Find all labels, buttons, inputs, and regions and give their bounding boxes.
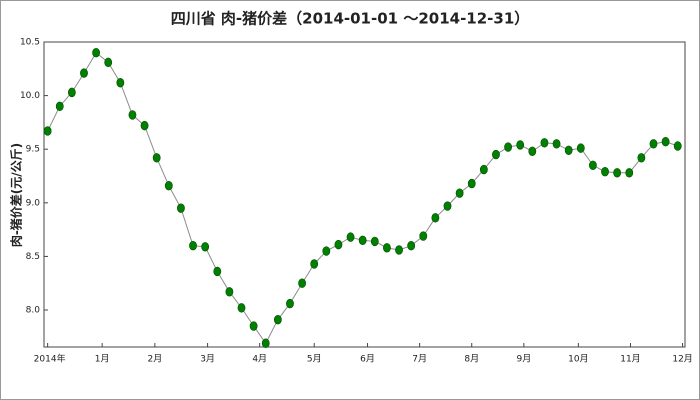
data-point — [637, 153, 646, 163]
x-tick-label: 12月 — [672, 354, 692, 365]
data-point — [80, 68, 88, 78]
x-tick-label: 11月 — [620, 354, 640, 365]
y-axis-label: 肉-猪价差(元/公斤) — [9, 143, 24, 247]
data-point — [286, 298, 294, 309]
x-tick-label: 3月 — [200, 354, 215, 365]
data-point — [92, 48, 101, 58]
data-point — [298, 278, 306, 288]
data-point — [443, 201, 452, 211]
data-point — [540, 138, 549, 148]
data-point — [601, 167, 609, 177]
data-point — [225, 287, 234, 297]
chart-title: 四川省 肉-猪价差（2014-01-01 ～2014-12-31） — [171, 10, 530, 28]
data-point — [589, 160, 597, 170]
x-tick-label: 9月 — [516, 354, 531, 365]
data-point — [552, 139, 561, 149]
x-tick-label: 10月 — [568, 354, 588, 365]
data-point — [516, 140, 525, 150]
data-point — [407, 240, 416, 251]
data-point — [213, 266, 222, 277]
data-point — [673, 141, 682, 151]
data-point — [189, 240, 197, 251]
data-point — [564, 145, 573, 155]
data-point — [479, 164, 488, 175]
data-point — [419, 231, 428, 241]
data-point — [455, 188, 464, 198]
data-point — [261, 338, 270, 348]
data-point — [177, 203, 185, 213]
data-point — [201, 242, 210, 252]
data-point — [152, 153, 161, 163]
data-point — [322, 246, 331, 256]
data-point — [661, 137, 670, 147]
data-point — [43, 126, 52, 136]
data-point — [613, 168, 622, 178]
data-point — [625, 168, 634, 178]
data-point — [383, 243, 391, 253]
data-point — [504, 142, 512, 152]
data-point — [116, 78, 125, 88]
data-point — [358, 235, 367, 246]
x-tick-label: 6月 — [360, 354, 375, 365]
x-tick-label: 4月 — [252, 354, 267, 365]
x-tick-label: 1月 — [95, 354, 110, 365]
data-point — [249, 321, 258, 331]
y-tick-label: 8.5 — [26, 252, 40, 262]
data-point — [55, 101, 64, 112]
y-tick-label: 9.5 — [26, 145, 40, 155]
data-point — [649, 139, 658, 149]
y-tick-label: 10.0 — [20, 91, 40, 101]
x-tick-label: 5月 — [307, 354, 322, 365]
x-tick-label: 2014年 — [34, 353, 66, 365]
y-tick-label: 10.5 — [20, 38, 40, 48]
data-point — [140, 120, 149, 131]
data-point — [346, 232, 355, 242]
data-point — [104, 57, 113, 68]
data-point — [467, 178, 476, 189]
plot-frame — [43, 41, 686, 348]
x-tick-label: 2月 — [148, 354, 163, 365]
data-point — [528, 146, 537, 157]
data-point — [128, 110, 137, 120]
data-point — [237, 303, 246, 313]
data-point — [395, 245, 403, 255]
data-point — [492, 149, 500, 160]
x-tick-label: 8月 — [464, 354, 479, 365]
data-point — [310, 259, 319, 269]
data-point — [370, 236, 379, 247]
data-point — [273, 314, 282, 325]
data-point — [67, 87, 76, 98]
data-point — [164, 180, 173, 191]
y-tick-label: 8.0 — [26, 306, 41, 316]
x-tick-label: 7月 — [412, 354, 427, 365]
data-point — [334, 239, 343, 250]
data-point — [431, 213, 440, 223]
data-point — [576, 143, 585, 153]
y-tick-label: 9.0 — [26, 198, 41, 208]
